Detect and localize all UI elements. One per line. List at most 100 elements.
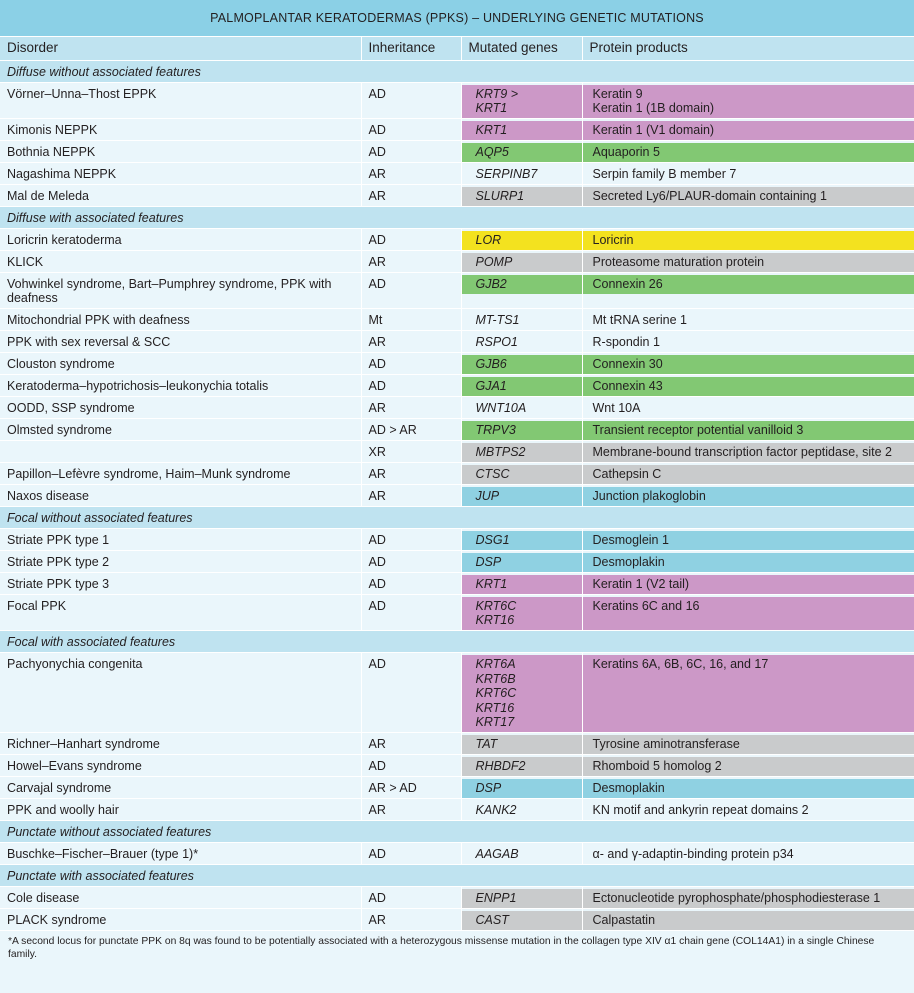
inheritance-cell: AD xyxy=(361,842,462,866)
mutated-genes-cell: AQP5 xyxy=(461,140,583,163)
mutated-genes-cell: WNT10A xyxy=(461,396,583,419)
protein-name: Desmoglein 1 xyxy=(592,532,669,547)
protein-products-cell: Proteasome maturation protein xyxy=(582,250,914,273)
section-row: Punctate without associated features xyxy=(0,820,914,844)
protein-name: Proteasome maturation protein xyxy=(592,254,765,269)
gene-highlight-band: AAGAB xyxy=(462,845,582,864)
column-header-disorder: Disorder xyxy=(0,37,362,61)
gene-highlight-band: RSPO1 xyxy=(462,333,582,352)
gene-highlight-band: SERPINB7 xyxy=(462,165,582,184)
table-row: Richner–Hanhart syndrome AR TAT Tyrosine am… xyxy=(0,732,914,756)
protein-name: Connexin 43 xyxy=(592,378,663,393)
table-row: PPK and woolly hair AR KANK2 KN motif and a… xyxy=(0,798,914,822)
table-row: OODD, SSP syndrome AR WNT10A Wnt 10A xyxy=(0,396,914,419)
inheritance-cell: AR xyxy=(361,908,462,932)
protein-products-cell: Keratins 6A, 6B, 6C, 16, and 17 xyxy=(582,652,914,734)
protein-name: Secreted Ly6/PLAUR-domain containing 1 xyxy=(592,188,827,203)
protein-products-cell: Tyrosine aminotransferase xyxy=(582,732,914,756)
gene-highlight-band: CAST xyxy=(461,911,582,931)
protein-products-cell: Mt tRNA serine 1 xyxy=(582,308,914,331)
inheritance-cell: Mt xyxy=(361,308,462,331)
protein-products-cell: Cathepsin C xyxy=(582,462,914,485)
protein-highlight-band: Transient receptor potential vanilloid 3 xyxy=(582,420,914,440)
section-row: Punctate with associated features xyxy=(0,864,914,888)
protein-highlight-band: Loricrin xyxy=(582,230,914,250)
gene-highlight-band: POMP xyxy=(461,252,582,272)
inheritance-cell: AD xyxy=(361,272,462,309)
gene-name: GJB6 xyxy=(475,356,507,371)
protein-name: Membrane-bound transcription factor pept… xyxy=(592,444,892,459)
gene-name: KRT6A xyxy=(475,657,516,672)
table-row: Striate PPK type 1 AD DSG1 Desmoglein 1 xyxy=(0,528,914,551)
gene-name: AAGAB xyxy=(475,847,519,862)
gene-highlight-band: ENPP1 xyxy=(461,889,582,909)
gene-name: TRPV3 xyxy=(475,422,516,437)
inheritance-cell: AD xyxy=(361,82,462,119)
gene-name: KANK2 xyxy=(475,803,517,818)
protein-products-cell: KN motif and ankyrin repeat domains 2 xyxy=(582,798,914,822)
protein-products-cell: Junction plakoglobin xyxy=(582,484,914,507)
gene-name: RSPO1 xyxy=(475,334,518,349)
gene-name: KRT16 xyxy=(475,613,515,628)
protein-name: Keratin 1 (V1 domain) xyxy=(592,122,715,137)
mutated-genes-cell: DSG1 xyxy=(461,528,583,551)
protein-highlight-band: Secreted Ly6/PLAUR-domain containing 1 xyxy=(582,186,914,206)
protein-name: Desmoplakin xyxy=(592,781,665,796)
inheritance-cell: AR xyxy=(361,162,462,185)
mutated-genes-cell: KRT1 xyxy=(461,572,583,595)
disorder-cell: Vörner–Unna–Thost EPPK xyxy=(0,82,362,119)
inheritance-cell: AD xyxy=(361,528,462,551)
table-row: Keratoderma–hypotrichosis–leukonychia to… xyxy=(0,374,914,397)
protein-highlight-band: Desmoglein 1 xyxy=(582,530,914,550)
protein-highlight-band: Keratin 9 Keratin 1 (1B domain) xyxy=(582,84,914,118)
column-header-mutated-genes: Mutated genes xyxy=(461,37,583,61)
inheritance-cell: AD xyxy=(361,550,462,573)
mutated-genes-cell: POMP xyxy=(461,250,583,273)
section-heading: Focal with associated features xyxy=(0,630,914,654)
gene-name: POMP xyxy=(475,254,513,269)
inheritance-cell: AR xyxy=(361,184,462,207)
disorder-cell: Naxos disease xyxy=(0,484,362,507)
genetic-mutations-table: Disorder Inheritance Mutated genes Prote… xyxy=(0,37,914,932)
protein-products-cell: α- and γ-adaptin-binding protein p34 xyxy=(582,842,914,866)
protein-products-cell: Secreted Ly6/PLAUR-domain containing 1 xyxy=(582,184,914,207)
inheritance-cell: AD xyxy=(361,228,462,251)
footnote: *A second locus for punctate PPK on 8q w… xyxy=(8,936,875,960)
disorder-cell: PPK and woolly hair xyxy=(0,798,362,822)
mutated-genes-cell: MT-TS1 xyxy=(461,308,583,331)
gene-name: WNT10A xyxy=(475,400,527,415)
inheritance-cell: AD xyxy=(361,886,462,910)
gene-highlight-band: JUP xyxy=(461,486,582,506)
disorder-cell: KLICK xyxy=(0,250,362,273)
gene-name: CAST xyxy=(475,913,509,928)
inheritance-cell: AD xyxy=(361,352,462,375)
inheritance-cell: AR xyxy=(361,484,462,507)
protein-products-cell: Connexin 43 xyxy=(582,374,914,397)
disorder-cell: Focal PPK xyxy=(0,594,362,632)
disorder-cell: Mitochondrial PPK with deafness xyxy=(0,308,362,331)
mutated-genes-cell: JUP xyxy=(461,484,583,507)
protein-highlight-band: Proteasome maturation protein xyxy=(582,252,914,272)
protein-name: Tyrosine aminotransferase xyxy=(592,737,740,752)
mutated-genes-cell: GJA1 xyxy=(461,374,583,397)
table-row: Pachyonychia congenita AD KRT6A KRT6B KRT6C K… xyxy=(0,652,914,734)
disorder-cell: Pachyonychia congenita xyxy=(0,652,362,734)
gene-name: KRT6B xyxy=(475,671,516,686)
inheritance-cell: AR xyxy=(361,330,462,353)
protein-name: Keratins 6C and 16 xyxy=(592,598,700,613)
disorder-cell: Striate PPK type 2 xyxy=(0,550,362,573)
disorder-cell: Striate PPK type 3 xyxy=(0,572,362,595)
table-row: Mal de Meleda AR SLURP1 Secreted Ly6/PLAUR-… xyxy=(0,184,914,207)
table-row: Nagashima NEPPK AR SERPINB7 Serpin family B… xyxy=(0,162,914,185)
gene-name: KRT1 xyxy=(475,101,508,116)
disorder-cell: Clouston syndrome xyxy=(0,352,362,375)
disorder-cell: Loricrin keratoderma xyxy=(0,228,362,251)
mutated-genes-cell: AAGAB xyxy=(461,842,583,866)
table-row: Bothnia NEPPK AD AQP5 Aquaporin 5 xyxy=(0,140,914,163)
mutated-genes-cell: RHBDF2 xyxy=(461,754,583,778)
protein-products-cell: Aquaporin 5 xyxy=(582,140,914,163)
mutated-genes-cell: CAST xyxy=(461,908,583,932)
section-heading: Diffuse without associated features xyxy=(0,60,914,83)
protein-products-cell: Connexin 30 xyxy=(582,352,914,375)
table-row: KLICK AR POMP Proteasome maturation protein xyxy=(0,250,914,273)
